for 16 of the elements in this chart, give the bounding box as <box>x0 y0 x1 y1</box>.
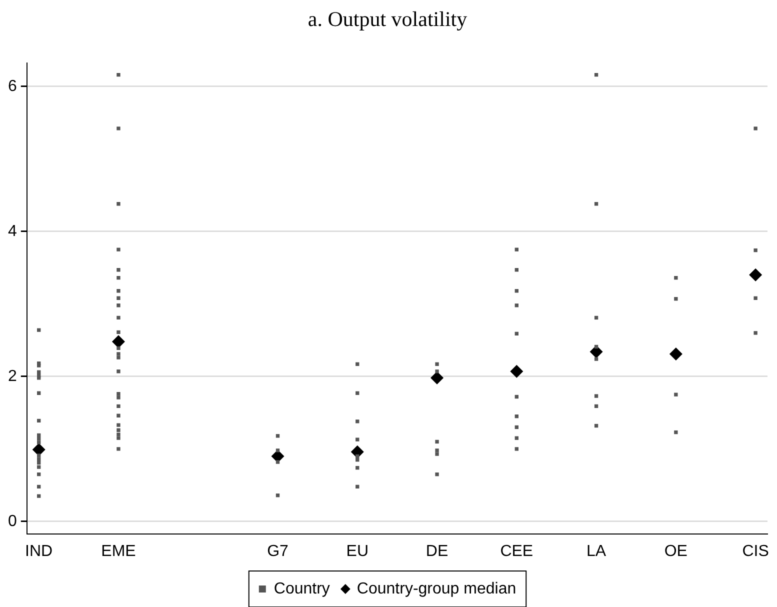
legend-label: Country-group median <box>356 580 516 598</box>
x-tick-label: OE <box>664 542 688 560</box>
y-tick-label: 2 <box>8 368 17 385</box>
x-tick-label: EU <box>346 542 368 560</box>
x-tick-label: LA <box>586 542 606 560</box>
y-tick-label: 6 <box>8 78 17 95</box>
x-tick-label: G7 <box>267 542 289 560</box>
chart-title: a. Output volatility <box>308 7 468 32</box>
x-tick-label: IND <box>25 542 53 560</box>
y-tick-label: 4 <box>8 222 17 240</box>
x-tick-label: DE <box>426 542 448 560</box>
x-tick-label: CIS <box>742 542 769 560</box>
x-tick-label: CEE <box>500 542 534 560</box>
x-tick-label: EME <box>101 542 136 560</box>
legend-label: Country <box>274 580 330 598</box>
y-tick-label: 0 <box>8 512 17 530</box>
